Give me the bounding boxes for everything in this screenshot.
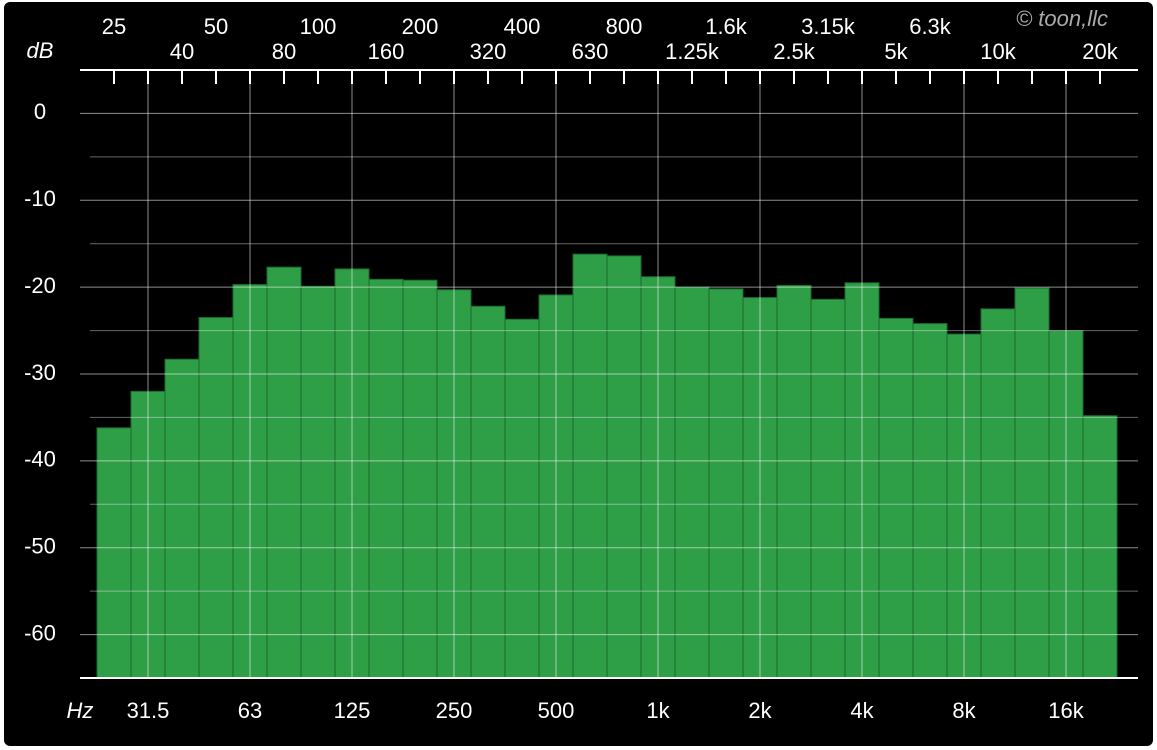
bar — [402, 279, 438, 679]
x-tick-label: 2.5k — [773, 39, 816, 64]
x-tick-label: 800 — [606, 14, 643, 39]
x-tick-label: 20k — [1082, 39, 1118, 64]
x-tick-label: 31.5 — [127, 698, 170, 723]
x-tick-label: 400 — [504, 14, 541, 39]
x-tick-label: 2k — [748, 698, 772, 723]
x-tick-label: 1k — [646, 698, 670, 723]
bar — [300, 285, 336, 679]
x-tick-label: 125 — [334, 698, 371, 723]
watermark: © toon,llc — [1016, 6, 1108, 31]
x-tick-label: 3.15k — [801, 14, 856, 39]
x-tick-label: 16k — [1048, 698, 1084, 723]
x-tick-label: 8k — [952, 698, 976, 723]
x-tick-label: 80 — [272, 39, 296, 64]
x-tick-label: 4k — [850, 698, 874, 723]
bar — [810, 298, 846, 679]
bar — [164, 358, 200, 679]
bar — [606, 255, 642, 679]
bar — [266, 266, 302, 679]
bar — [776, 284, 812, 679]
x-tick-label: 320 — [470, 39, 507, 64]
bar — [504, 318, 540, 679]
x-tick-label: 5k — [884, 39, 908, 64]
bar — [368, 278, 404, 679]
bar — [1014, 287, 1050, 679]
x-tick-label: 25 — [102, 14, 126, 39]
x-tick-label: 50 — [204, 14, 228, 39]
bar — [674, 286, 710, 679]
x-tick-label: 10k — [980, 39, 1016, 64]
bar — [470, 305, 506, 679]
x-tick-label: 6.3k — [909, 14, 952, 39]
bar — [708, 288, 744, 679]
bar — [198, 317, 234, 679]
y-tick-label: -50 — [24, 534, 56, 559]
bar — [980, 308, 1016, 679]
y-tick-label: 0 — [34, 99, 46, 124]
x-tick-label: 160 — [368, 39, 405, 64]
bar — [572, 253, 608, 679]
bar — [1082, 415, 1118, 679]
y-tick-label: -20 — [24, 273, 56, 298]
x-tick-label: 1.25k — [665, 39, 720, 64]
x-tick-label: 100 — [300, 14, 337, 39]
y-axis-label: dB — [27, 38, 54, 63]
x-tick-label: 200 — [402, 14, 439, 39]
y-tick-label: -30 — [24, 360, 56, 385]
y-tick-label: -40 — [24, 447, 56, 472]
x-tick-label: 250 — [436, 698, 473, 723]
x-axis-label: Hz — [67, 698, 94, 723]
bar — [878, 317, 914, 679]
x-tick-label: 500 — [538, 698, 575, 723]
x-tick-label: 1.6k — [705, 14, 748, 39]
x-tick-label: 63 — [238, 698, 262, 723]
bar — [912, 323, 948, 679]
x-tick-label: 630 — [572, 39, 609, 64]
bar — [96, 427, 132, 679]
y-tick-label: -10 — [24, 186, 56, 211]
x-tick-label: 40 — [170, 39, 194, 64]
y-tick-label: -60 — [24, 620, 56, 645]
